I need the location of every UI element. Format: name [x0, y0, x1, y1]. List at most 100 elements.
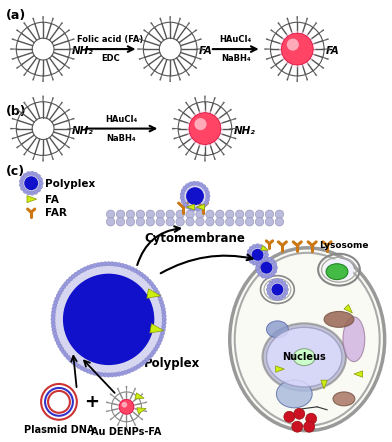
- Polygon shape: [42, 73, 44, 82]
- Circle shape: [201, 203, 206, 208]
- Polygon shape: [184, 22, 190, 30]
- Circle shape: [186, 187, 204, 205]
- Polygon shape: [270, 29, 278, 35]
- Text: (b): (b): [6, 105, 27, 118]
- Polygon shape: [317, 29, 324, 35]
- Polygon shape: [178, 143, 186, 149]
- Circle shape: [24, 176, 38, 190]
- Circle shape: [116, 210, 125, 218]
- Circle shape: [136, 217, 145, 226]
- Polygon shape: [189, 63, 197, 69]
- Circle shape: [159, 335, 164, 339]
- Polygon shape: [117, 388, 122, 396]
- Polygon shape: [219, 102, 225, 109]
- Polygon shape: [184, 69, 190, 76]
- Circle shape: [122, 402, 127, 408]
- Polygon shape: [178, 72, 181, 80]
- Polygon shape: [160, 18, 163, 27]
- Polygon shape: [42, 152, 44, 161]
- Polygon shape: [320, 57, 328, 60]
- Circle shape: [204, 201, 208, 205]
- Circle shape: [186, 217, 194, 226]
- Polygon shape: [33, 18, 36, 27]
- Polygon shape: [229, 128, 238, 129]
- Polygon shape: [266, 38, 275, 42]
- Polygon shape: [224, 143, 232, 149]
- Circle shape: [123, 264, 128, 269]
- Circle shape: [272, 296, 276, 300]
- Circle shape: [264, 256, 268, 260]
- Circle shape: [252, 249, 263, 261]
- Circle shape: [159, 300, 164, 305]
- Circle shape: [52, 263, 165, 376]
- Polygon shape: [24, 69, 29, 76]
- Circle shape: [13, 99, 73, 158]
- Circle shape: [63, 274, 154, 365]
- Circle shape: [113, 373, 118, 377]
- Circle shape: [255, 210, 264, 218]
- Polygon shape: [126, 419, 127, 428]
- Circle shape: [26, 171, 31, 176]
- Circle shape: [292, 421, 303, 432]
- Polygon shape: [160, 72, 163, 80]
- Circle shape: [142, 274, 146, 279]
- Circle shape: [117, 263, 121, 267]
- Circle shape: [245, 217, 254, 226]
- Circle shape: [23, 173, 27, 178]
- Circle shape: [206, 194, 210, 198]
- Text: HAuCl₄: HAuCl₄: [105, 114, 138, 124]
- Polygon shape: [136, 393, 143, 400]
- Polygon shape: [187, 204, 194, 210]
- Circle shape: [265, 217, 274, 226]
- Polygon shape: [270, 63, 278, 69]
- Text: (c): (c): [6, 165, 25, 179]
- Circle shape: [181, 189, 185, 193]
- Circle shape: [146, 217, 154, 226]
- Text: NH₂: NH₂: [72, 46, 94, 56]
- Circle shape: [189, 182, 193, 186]
- Circle shape: [269, 281, 273, 286]
- Text: Lysosome: Lysosome: [319, 241, 369, 250]
- Text: Plasmid DNA: Plasmid DNA: [24, 425, 94, 435]
- Circle shape: [123, 370, 128, 374]
- Polygon shape: [276, 366, 284, 372]
- Circle shape: [189, 113, 221, 145]
- Polygon shape: [138, 402, 147, 404]
- Circle shape: [279, 31, 316, 67]
- Circle shape: [156, 217, 164, 226]
- Polygon shape: [51, 18, 54, 27]
- Circle shape: [199, 206, 203, 210]
- Polygon shape: [126, 386, 127, 395]
- Circle shape: [261, 257, 265, 262]
- Circle shape: [149, 353, 154, 357]
- Circle shape: [206, 217, 214, 226]
- Circle shape: [58, 290, 62, 295]
- Circle shape: [54, 300, 58, 305]
- Circle shape: [157, 293, 161, 298]
- Circle shape: [155, 290, 160, 295]
- Polygon shape: [16, 143, 24, 149]
- Polygon shape: [117, 418, 122, 426]
- Circle shape: [36, 188, 41, 192]
- Circle shape: [52, 328, 56, 332]
- Circle shape: [151, 285, 156, 289]
- Circle shape: [247, 249, 252, 254]
- Circle shape: [176, 217, 184, 226]
- Ellipse shape: [324, 259, 354, 281]
- Circle shape: [158, 338, 163, 342]
- Circle shape: [62, 350, 66, 354]
- Circle shape: [259, 261, 263, 265]
- Polygon shape: [305, 72, 308, 80]
- Circle shape: [107, 373, 111, 377]
- Circle shape: [157, 341, 161, 345]
- Polygon shape: [151, 69, 156, 76]
- Text: EDC: EDC: [101, 54, 120, 63]
- Circle shape: [83, 267, 87, 271]
- Circle shape: [51, 310, 56, 315]
- Circle shape: [258, 272, 262, 276]
- Circle shape: [183, 186, 187, 190]
- Circle shape: [216, 217, 224, 226]
- Text: Folic acid (FA): Folic acid (FA): [78, 35, 144, 44]
- Polygon shape: [196, 204, 204, 210]
- Circle shape: [267, 291, 271, 295]
